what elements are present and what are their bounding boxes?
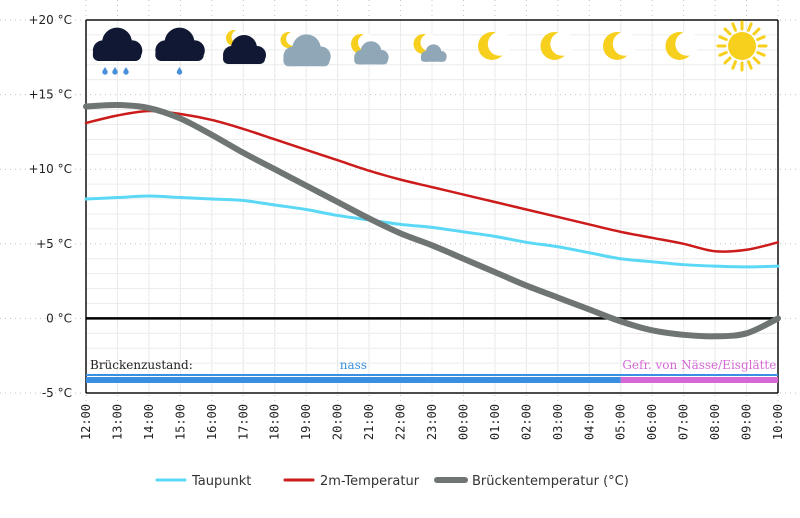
status-segment <box>86 377 621 383</box>
night-partly-cloudy-icon <box>413 34 447 62</box>
cloud-base <box>223 53 265 64</box>
cloud-base <box>92 48 142 61</box>
x-tick-label: 16:00 <box>205 404 219 440</box>
sun-ray <box>731 22 737 32</box>
x-tick-label: 23:00 <box>425 404 439 440</box>
x-tick-label: 12:00 <box>79 404 93 440</box>
moon-icon <box>540 32 575 60</box>
moon-shadow <box>675 32 700 56</box>
y-tick-label: +10 °C <box>28 162 72 176</box>
sun-ray <box>756 35 766 41</box>
moon-shadow <box>487 32 512 56</box>
bridge-status-label: Brückenzustand: <box>90 358 193 372</box>
series-line-brückentemperatur-c- <box>83 102 781 340</box>
legend-item: Taupunkt <box>155 474 251 489</box>
y-axis: +20 °C +15 °C +10 °C +5 °C 0 °C -5 °C <box>28 13 72 400</box>
status-segment <box>620 377 778 383</box>
x-tick-label: 04:00 <box>582 404 596 440</box>
rain-cloud-icon <box>92 27 143 75</box>
x-tick-label: 17:00 <box>236 404 250 440</box>
bridge-status-bar: Brückenzustand: nass Gefr. von Nässe/Eisg… <box>86 358 778 383</box>
y-tick-label: +20 °C <box>28 13 72 27</box>
sun-icon <box>716 20 768 72</box>
x-tick-label: 15:00 <box>173 404 187 440</box>
status-segment-label: nass <box>340 358 367 372</box>
moon-icon <box>478 32 512 60</box>
x-axis: 12:00 13:00 14:00 15:00 16:00 17:00 18:00 19:00… <box>79 404 785 440</box>
status-segment-label: Gefr. von Nässe/Eisglätte <box>622 358 776 372</box>
sun-ray <box>723 56 732 65</box>
legend-label: Brückentemperatur (°C) <box>472 474 629 489</box>
night-partly-cloudy-icon <box>351 34 389 65</box>
sun-ray <box>747 60 753 70</box>
cloud-base <box>420 55 447 62</box>
moon-icon <box>603 32 637 60</box>
sun-ray <box>752 56 761 65</box>
x-tick-label: 14:00 <box>142 404 156 440</box>
x-tick-label: 05:00 <box>614 404 628 440</box>
weather-icon-row <box>92 20 768 75</box>
sun-ray <box>756 51 766 57</box>
x-tick-label: 20:00 <box>331 404 345 440</box>
legend-item: 2m-Temperatur <box>283 474 420 489</box>
sun-ray <box>718 51 728 57</box>
series-line-taupunkt <box>84 194 780 269</box>
x-tick-label: 09:00 <box>740 404 754 440</box>
moon-icon <box>665 32 700 60</box>
x-tick-label: 06:00 <box>645 404 659 440</box>
data-series <box>83 102 781 340</box>
sun-ray <box>723 27 732 36</box>
sun-ray <box>731 60 737 70</box>
x-tick-label: 02:00 <box>519 404 533 440</box>
sun-ray <box>718 35 728 41</box>
x-tick-label: 19:00 <box>299 404 313 440</box>
x-tick-label: 03:00 <box>551 404 565 440</box>
legend-label: 2m-Temperatur <box>320 474 420 489</box>
raindrop <box>123 67 129 75</box>
legend-label: Taupunkt <box>191 474 251 489</box>
sun-ray <box>752 27 761 36</box>
moon-shadow <box>550 32 575 56</box>
moon-shadow <box>612 32 637 56</box>
night-cloudy-icon <box>223 30 266 64</box>
sun-disc <box>728 32 756 60</box>
legend: Taupunkt 2m-Temperatur Brückentemperatur (… <box>155 474 629 489</box>
x-tick-label: 00:00 <box>456 404 470 440</box>
cloud-base <box>354 55 388 65</box>
raindrop <box>102 67 108 75</box>
raindrop <box>112 67 118 75</box>
y-tick-label: 0 °C <box>46 311 72 325</box>
legend-item: Brückentemperatur (°C) <box>434 474 629 489</box>
y-tick-label: +5 °C <box>36 237 72 251</box>
x-tick-label: 10:00 <box>771 404 785 440</box>
x-tick-label: 13:00 <box>110 404 124 440</box>
status-top-rule <box>86 374 778 376</box>
series-line-2m-temperatur <box>84 109 780 253</box>
raindrop <box>176 67 183 75</box>
y-tick-label: -5 °C <box>42 386 72 400</box>
x-tick-label: 18:00 <box>268 404 282 440</box>
cloud-base <box>155 48 204 61</box>
x-tick-label: 07:00 <box>677 404 691 440</box>
x-tick-label: 21:00 <box>362 404 376 440</box>
cloud-base <box>283 54 330 67</box>
rain-cloud-icon <box>155 27 205 75</box>
x-tick-label: 08:00 <box>708 404 722 440</box>
y-tick-label: +15 °C <box>28 88 72 102</box>
chart-grid <box>0 0 800 412</box>
sun-ray <box>747 22 753 32</box>
x-tick-label: 22:00 <box>394 404 408 440</box>
night-cloudy-icon <box>280 32 331 67</box>
x-tick-label: 01:00 <box>488 404 502 440</box>
